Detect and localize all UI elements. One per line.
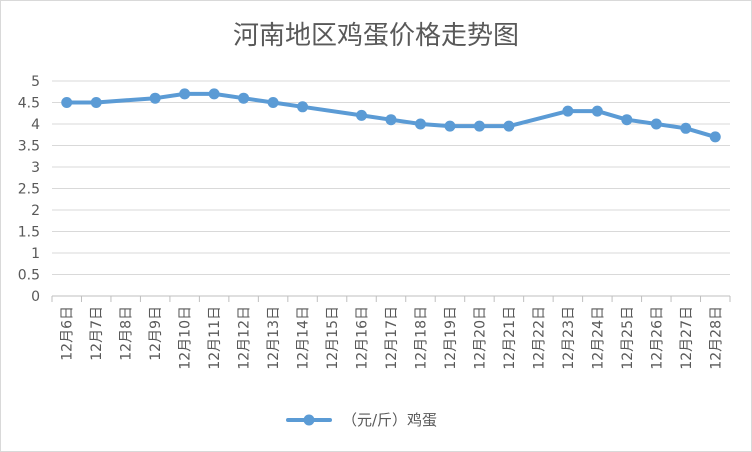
chart-title: 河南地区鸡蛋价格走势图 xyxy=(233,21,519,51)
data-point xyxy=(297,101,309,113)
data-point xyxy=(650,118,662,130)
x-tick-label: 12月21日 xyxy=(502,306,518,370)
data-point xyxy=(267,97,279,108)
data-point xyxy=(414,118,426,130)
data-point xyxy=(208,88,220,100)
y-tick-label: 3.5 xyxy=(18,139,40,155)
x-tick-label: 12月18日 xyxy=(413,306,429,370)
series-layer xyxy=(61,88,721,143)
x-tick-label: 12月10日 xyxy=(178,306,194,370)
legend: （元/斤）鸡蛋 xyxy=(286,411,437,429)
x-tick-label: 12月20日 xyxy=(472,306,488,370)
x-tick-label: 12月24日 xyxy=(590,306,606,370)
x-tick-label: 12月28日 xyxy=(708,306,724,370)
data-point xyxy=(385,114,397,126)
x-tick-label: 12月14日 xyxy=(296,306,312,370)
x-tick-label: 12月27日 xyxy=(679,306,695,370)
data-point xyxy=(238,92,250,104)
x-axis: 12月6日 12月7日 12月8日 12月9日 12月10日 12月11日 12月12日 12… xyxy=(51,296,731,370)
x-tick-label: 12月11日 xyxy=(207,306,223,370)
y-tick-label: 5 xyxy=(31,74,40,90)
data-point xyxy=(356,109,368,121)
x-tick-label: 12月15日 xyxy=(325,306,341,370)
data-point xyxy=(179,88,191,100)
x-tick-label: 12月7日 xyxy=(89,306,105,361)
x-tick-label: 12月6日 xyxy=(60,306,76,361)
y-tick-label: 4 xyxy=(31,117,40,133)
y-tick-label: 1.5 xyxy=(18,225,40,241)
x-tick-label: 12月23日 xyxy=(561,306,577,370)
data-point xyxy=(503,120,515,132)
gridlines xyxy=(52,80,730,297)
y-axis: 0 0.5 1 1.5 2 2.5 3 3.5 4 4.5 5 xyxy=(18,74,40,305)
data-point xyxy=(61,97,73,108)
y-tick-label: 4.5 xyxy=(18,96,40,112)
y-tick-label: 1 xyxy=(31,246,40,262)
y-tick-label: 2 xyxy=(31,203,40,219)
x-tick-label: 12月8日 xyxy=(119,306,135,361)
x-tick-label: 12月13日 xyxy=(266,306,282,370)
x-tick-label: 12月17日 xyxy=(384,306,400,370)
data-point xyxy=(709,131,721,143)
y-tick-label: 2.5 xyxy=(18,182,40,198)
y-tick-label: 0.5 xyxy=(18,268,40,284)
x-tick-label: 12月22日 xyxy=(531,306,547,370)
x-tick-label: 12月26日 xyxy=(649,306,665,370)
x-tick-label: 12月9日 xyxy=(148,306,164,361)
legend-label: （元/斤）鸡蛋 xyxy=(342,411,437,429)
data-point xyxy=(591,105,603,117)
x-tick-label: 12月12日 xyxy=(237,306,253,370)
y-tick-label: 0 xyxy=(31,289,40,305)
y-tick-label: 3 xyxy=(31,160,40,176)
data-point xyxy=(680,122,692,134)
data-point xyxy=(473,120,485,132)
data-point xyxy=(444,120,456,132)
data-point xyxy=(621,114,633,126)
x-tick-label: 12月25日 xyxy=(620,306,636,370)
data-point xyxy=(149,92,161,104)
x-tick-label: 12月16日 xyxy=(355,306,371,370)
legend-marker-swatch xyxy=(303,414,315,426)
data-point xyxy=(90,97,102,108)
x-tick-label: 12月19日 xyxy=(443,306,459,370)
data-point xyxy=(562,105,574,117)
